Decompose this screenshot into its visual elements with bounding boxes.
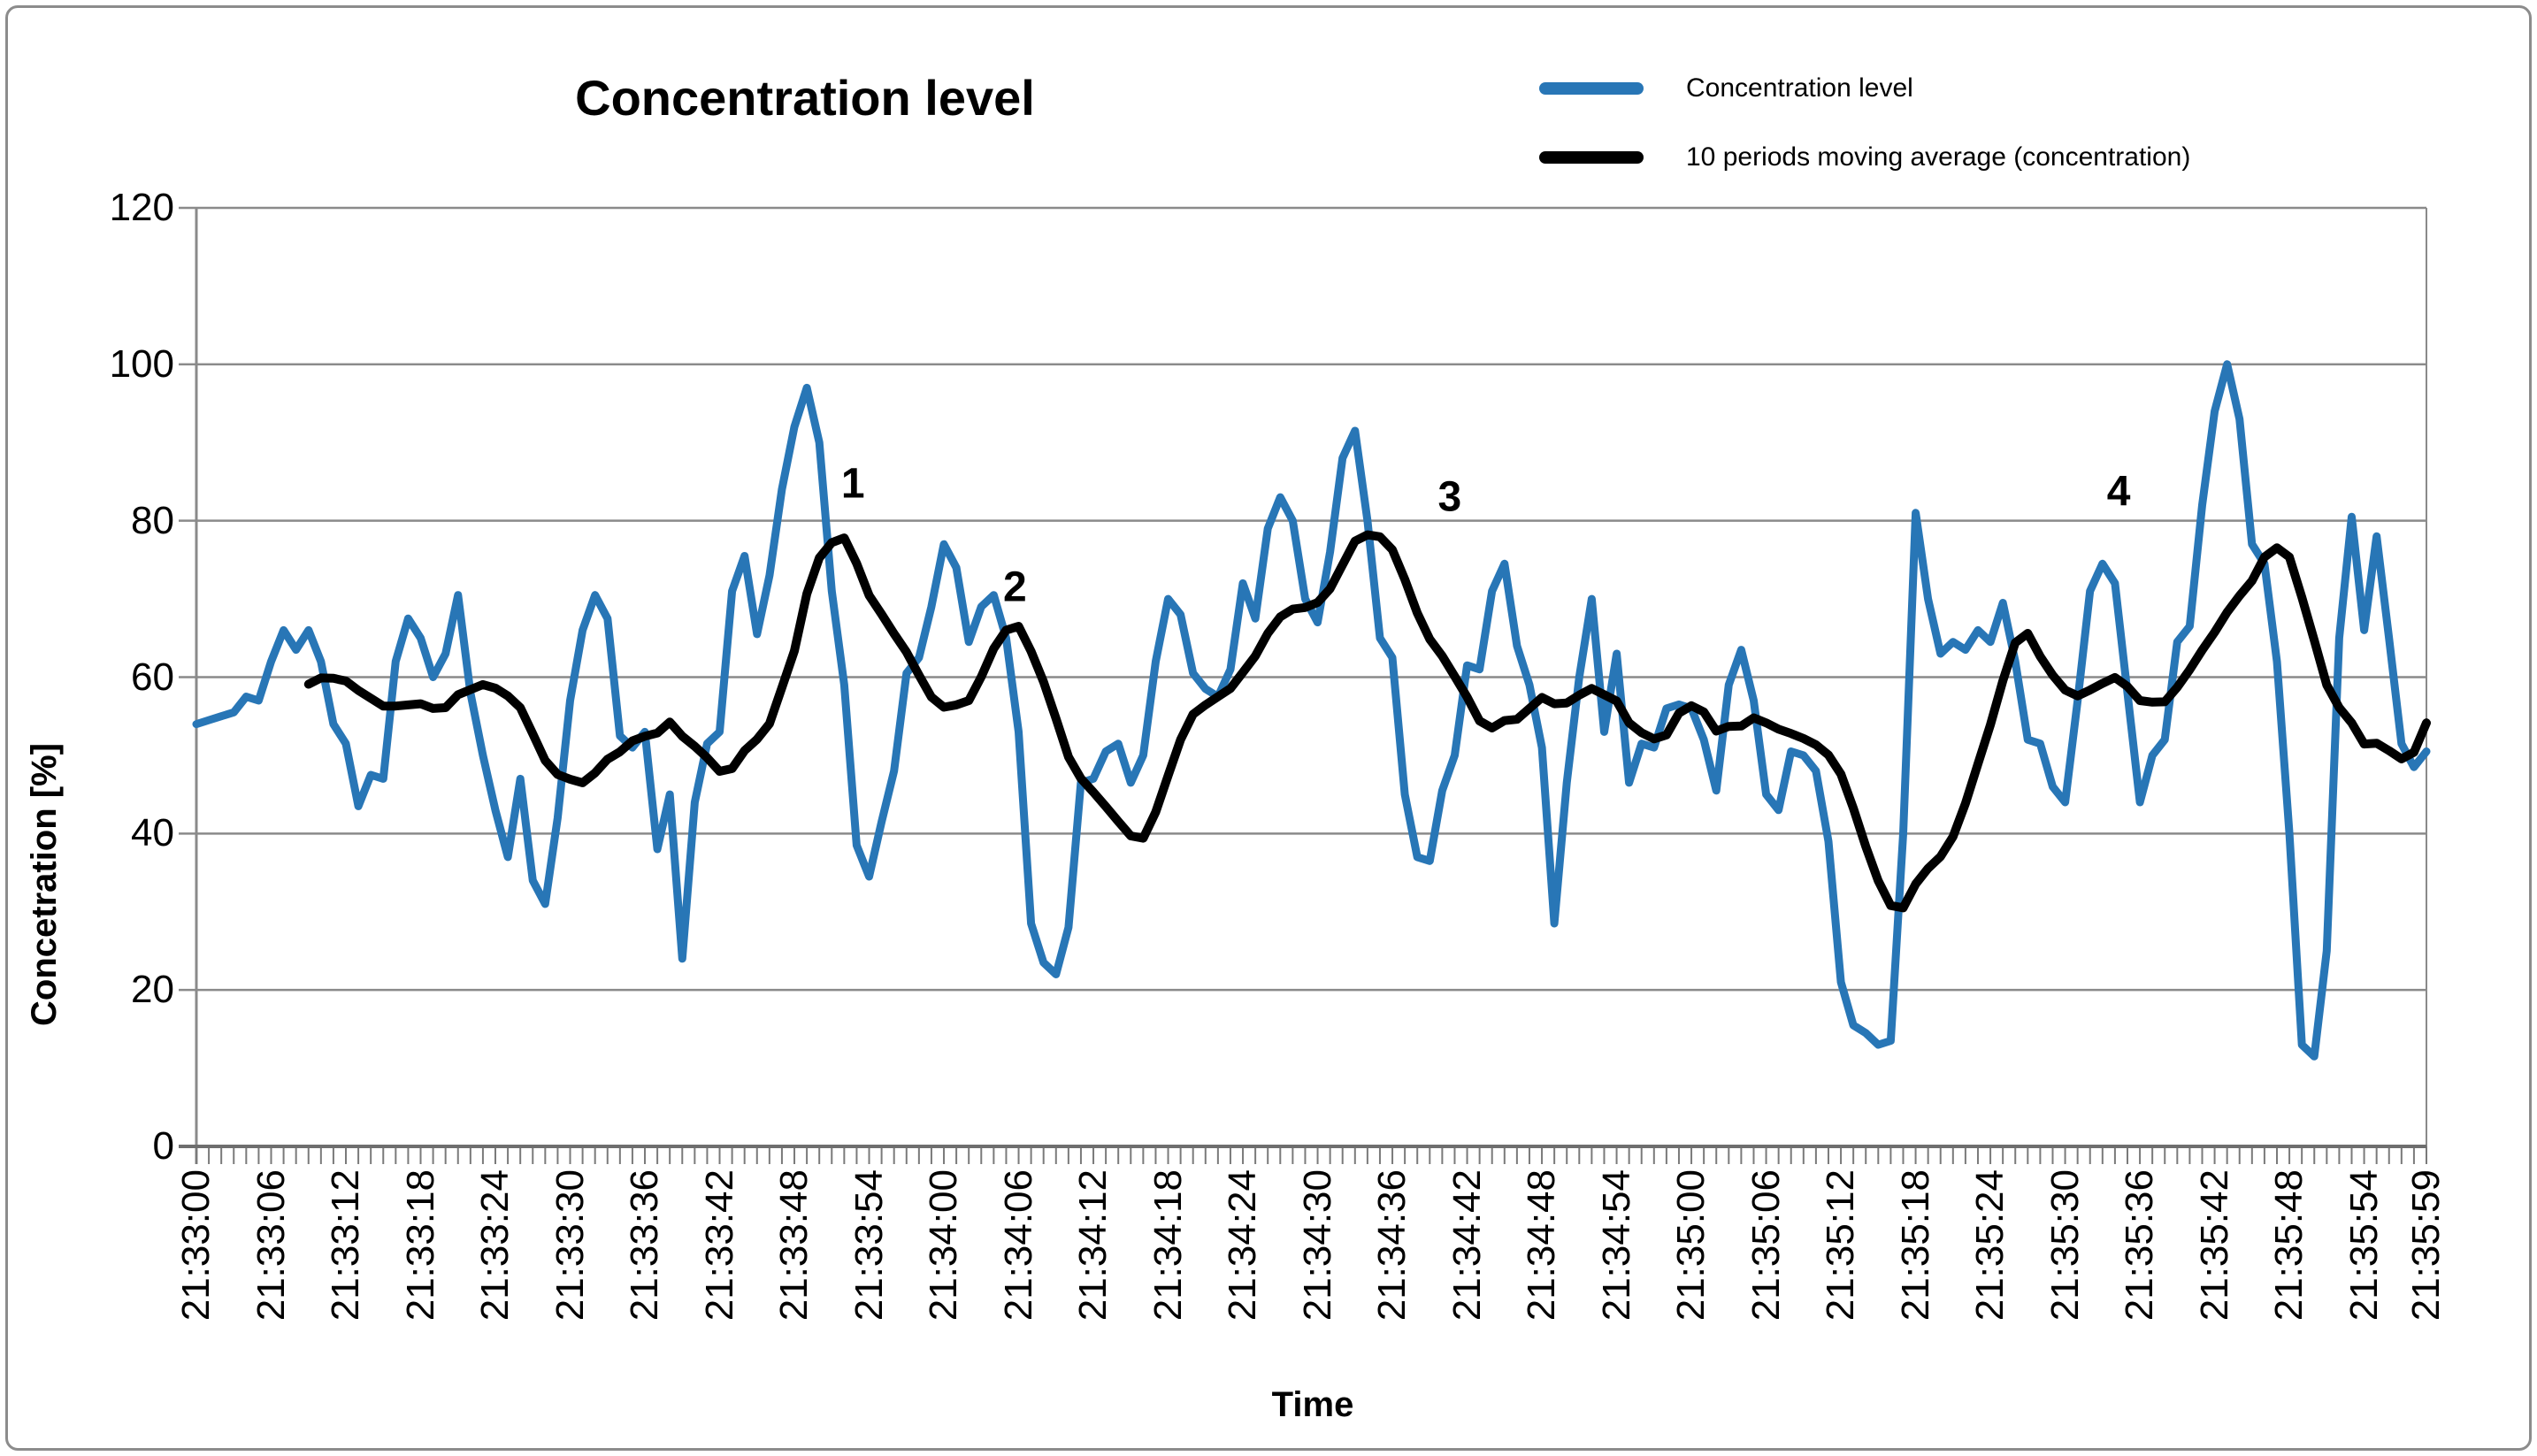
legend-item-moving-average: 10 periods moving average (concentration…: [1539, 140, 2190, 175]
y-tick-label: 120: [109, 186, 174, 229]
x-tick-label: 21:35:24: [1968, 1169, 2012, 1322]
black-line-swatch-icon: [1539, 151, 1644, 164]
x-tick-label: 21:35:06: [1744, 1169, 1788, 1322]
plot-area: [179, 206, 2431, 1164]
x-tick-label: 21:34:06: [996, 1169, 1040, 1322]
y-tick-label: 0: [152, 1124, 174, 1168]
annotation-1: 1: [840, 460, 865, 508]
y-tick-label: 100: [109, 341, 174, 386]
x-tick-label: 21:33:36: [623, 1169, 667, 1322]
x-tick-label: 21:35:12: [1819, 1169, 1863, 1322]
x-tick-label: 21:33:00: [174, 1169, 218, 1322]
annotation-4: 4: [2106, 468, 2131, 516]
y-tick-label: 80: [131, 498, 174, 542]
x-tick-label: 21:34:48: [1520, 1169, 1564, 1322]
legend-label: 10 periods moving average (concentration…: [1686, 142, 2191, 172]
y-tick-label: 60: [131, 655, 174, 699]
x-tick-label: 21:35:59: [2404, 1169, 2448, 1322]
x-tick-label: 21:34:18: [1146, 1169, 1190, 1322]
y-tick-label: 40: [131, 811, 174, 855]
x-tick-label: 21:33:24: [473, 1169, 517, 1322]
chart-title: Concentration level: [575, 70, 1035, 126]
legend-item-concentration: Concentration level: [1539, 71, 1913, 106]
x-tick-label: 21:35:42: [2192, 1169, 2236, 1322]
x-tick-label: 21:35:18: [1893, 1169, 1937, 1322]
x-tick-label: 21:33:30: [548, 1169, 592, 1322]
y-tick-label: 20: [131, 968, 174, 1012]
chart-frame: [5, 5, 2532, 1451]
x-tick-label: 21:33:06: [249, 1169, 293, 1322]
x-tick-label: 21:35:48: [2267, 1169, 2311, 1322]
x-tick-label: 21:35:00: [1669, 1169, 1713, 1322]
x-tick-label: 21:33:48: [772, 1169, 816, 1322]
x-tick-label: 21:35:54: [2342, 1169, 2386, 1322]
y-axis-title: Concetration [%]: [25, 743, 64, 1026]
annotation-2: 2: [1002, 563, 1027, 611]
x-tick-label: 21:34:54: [1594, 1169, 1638, 1322]
x-tick-label: 21:33:54: [847, 1169, 891, 1322]
x-tick-label: 21:34:36: [1370, 1169, 1414, 1322]
annotation-3: 3: [1437, 473, 1462, 521]
blue-line-swatch-icon: [1539, 82, 1644, 95]
legend-label: Concentration level: [1686, 73, 1913, 103]
x-axis-title: Time: [1271, 1385, 1354, 1424]
x-tick-label: 21:34:00: [922, 1169, 966, 1322]
x-tick-label: 21:33:12: [324, 1169, 367, 1322]
x-tick-label: 21:35:30: [2043, 1169, 2087, 1322]
x-tick-label: 21:33:42: [697, 1169, 741, 1322]
x-tick-label: 21:34:12: [1071, 1169, 1115, 1322]
x-tick-label: 21:34:42: [1445, 1169, 1489, 1322]
x-tick-label: 21:34:30: [1295, 1169, 1339, 1322]
x-tick-label: 21:35:36: [2118, 1169, 2162, 1322]
x-tick-label: 21:34:24: [1221, 1169, 1265, 1322]
x-tick-label: 21:33:18: [398, 1169, 442, 1322]
